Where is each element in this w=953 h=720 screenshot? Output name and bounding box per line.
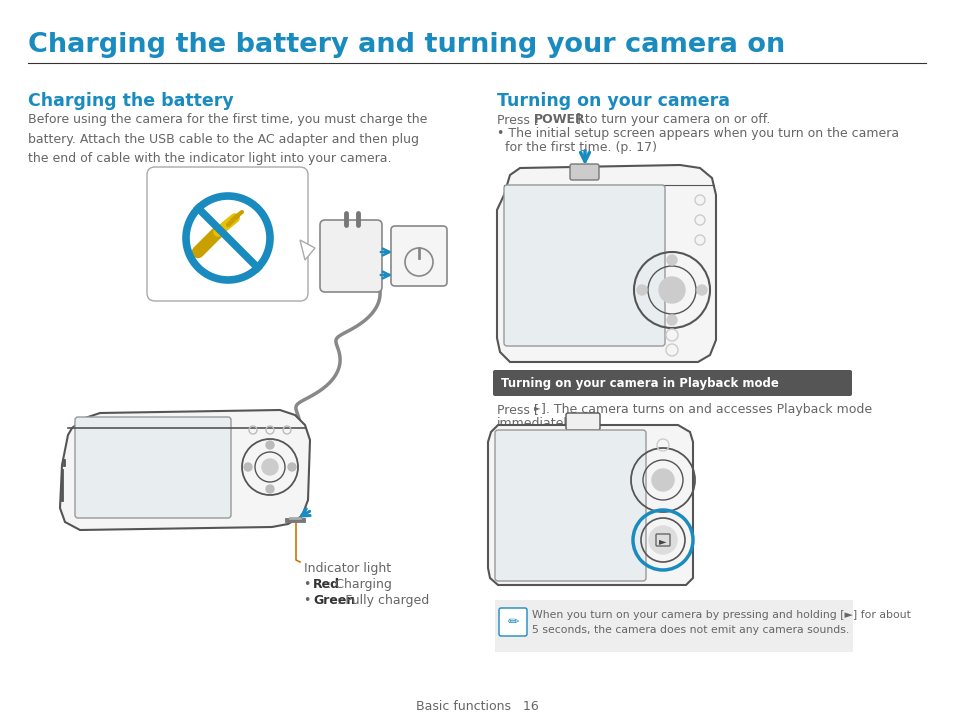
Polygon shape [497, 165, 716, 362]
Polygon shape [60, 410, 310, 530]
Text: •: • [304, 578, 315, 591]
FancyBboxPatch shape [503, 185, 664, 346]
Text: ►: ► [534, 403, 540, 412]
Text: for the first time. (p. 17): for the first time. (p. 17) [504, 141, 657, 154]
FancyBboxPatch shape [565, 413, 599, 430]
Text: ]. The camera turns on and accesses Playback mode: ]. The camera turns on and accesses Play… [540, 403, 871, 416]
Text: Basic functions   16: Basic functions 16 [416, 700, 537, 713]
FancyBboxPatch shape [319, 220, 381, 292]
FancyBboxPatch shape [498, 608, 526, 636]
Circle shape [262, 459, 277, 475]
FancyBboxPatch shape [495, 600, 852, 652]
Polygon shape [299, 240, 314, 260]
Circle shape [244, 463, 252, 471]
FancyBboxPatch shape [495, 430, 645, 581]
Text: •: • [304, 594, 315, 607]
Circle shape [697, 285, 706, 295]
Circle shape [659, 277, 684, 303]
Text: ►: ► [659, 536, 666, 546]
Text: Turning on your camera: Turning on your camera [497, 92, 729, 110]
Circle shape [651, 469, 673, 491]
Text: ✏: ✏ [507, 615, 518, 629]
Text: Charging the battery and turning your camera on: Charging the battery and turning your ca… [28, 32, 784, 58]
Circle shape [637, 285, 646, 295]
Text: POWER: POWER [534, 113, 585, 126]
Text: Charging the battery: Charging the battery [28, 92, 233, 110]
FancyBboxPatch shape [147, 167, 308, 301]
Circle shape [648, 526, 677, 554]
Circle shape [666, 255, 677, 265]
Polygon shape [488, 425, 692, 585]
Text: • The initial setup screen appears when you turn on the camera: • The initial setup screen appears when … [497, 127, 898, 140]
Circle shape [266, 485, 274, 493]
Text: immediately.: immediately. [497, 417, 577, 430]
Text: Indicator light: Indicator light [304, 562, 391, 575]
Text: Red: Red [313, 578, 339, 591]
Text: When you turn on your camera by pressing and holding [►] for about
5 seconds, th: When you turn on your camera by pressing… [532, 610, 910, 635]
Text: : Fully charged: : Fully charged [336, 594, 429, 607]
FancyBboxPatch shape [493, 370, 851, 396]
Circle shape [266, 441, 274, 449]
Text: Turning on your camera in Playback mode: Turning on your camera in Playback mode [500, 377, 778, 390]
FancyBboxPatch shape [569, 164, 598, 180]
Text: Green: Green [313, 594, 355, 607]
FancyBboxPatch shape [391, 226, 447, 286]
Text: ] to turn your camera on or off.: ] to turn your camera on or off. [576, 113, 770, 126]
Text: Before using the camera for the first time, you must charge the
battery. Attach : Before using the camera for the first ti… [28, 113, 427, 165]
Text: : Charging: : Charging [327, 578, 392, 591]
Circle shape [666, 315, 677, 325]
Text: Press [: Press [ [497, 113, 538, 126]
FancyBboxPatch shape [75, 417, 231, 518]
Circle shape [288, 463, 295, 471]
Text: Press [: Press [ [497, 403, 538, 416]
